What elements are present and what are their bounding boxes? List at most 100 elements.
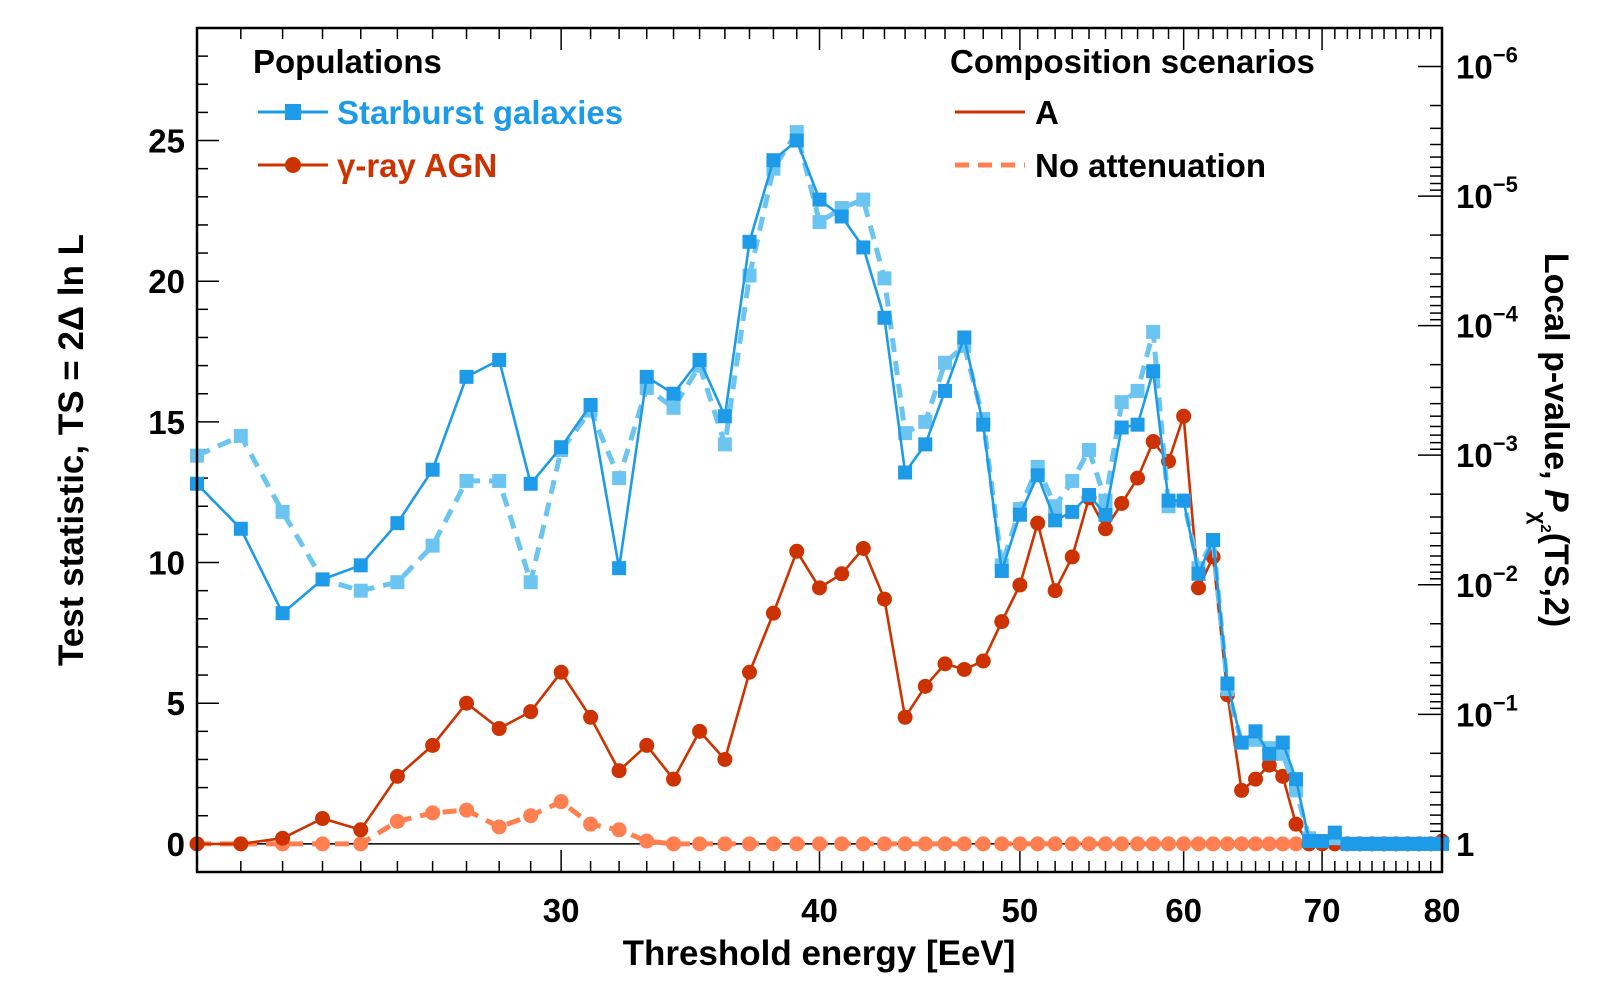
data-point	[611, 822, 627, 838]
data-point	[1048, 513, 1063, 528]
data-point	[523, 476, 538, 491]
data-point	[353, 583, 368, 598]
data-point	[1327, 825, 1342, 840]
data-point	[233, 836, 249, 852]
series-layer	[189, 125, 1450, 852]
legend-agn-marker	[285, 157, 301, 173]
data-point	[741, 836, 757, 852]
data-point	[1400, 836, 1415, 851]
data-point	[1176, 836, 1192, 852]
p-tick-label: 1	[1456, 826, 1474, 863]
data-point	[1114, 395, 1129, 410]
p-tick-label: 10−6	[1456, 43, 1518, 86]
data-point	[1064, 549, 1080, 565]
data-point	[1065, 473, 1080, 488]
data-point	[898, 465, 913, 480]
data-point	[741, 664, 757, 680]
data-point	[1248, 771, 1264, 787]
data-point	[1098, 493, 1113, 508]
data-point	[975, 836, 991, 852]
data-point	[897, 709, 913, 725]
data-point	[639, 833, 655, 849]
data-point	[1114, 420, 1129, 435]
data-point	[275, 606, 290, 621]
data-point	[1275, 768, 1291, 784]
data-point	[1098, 507, 1113, 522]
data-point	[583, 709, 599, 725]
x-tick-label: 70	[1304, 892, 1341, 929]
legend-scenarios: Composition scenarios A No attenuation	[950, 43, 1315, 184]
y-tick-label: 20	[148, 263, 185, 300]
data-point	[1302, 834, 1317, 849]
legend-starburst-marker	[285, 104, 301, 120]
data-point	[765, 605, 781, 621]
data-point	[275, 830, 291, 846]
data-point	[1261, 757, 1277, 773]
data-point	[523, 808, 539, 824]
data-point	[1114, 495, 1130, 511]
data-point	[553, 794, 569, 810]
data-point	[233, 428, 248, 443]
legend-agn-label: γ-ray AGN	[337, 147, 497, 184]
data-point	[717, 437, 732, 452]
data-point	[812, 215, 827, 230]
data-point	[976, 417, 991, 432]
data-point	[1146, 364, 1161, 379]
data-point	[938, 355, 953, 370]
data-point	[789, 133, 804, 148]
x-tick-label: 50	[1002, 892, 1039, 929]
data-point	[491, 721, 507, 737]
data-point	[353, 836, 369, 852]
data-point	[1220, 676, 1235, 691]
y-tick-label: 10	[148, 545, 185, 582]
data-point	[459, 695, 475, 711]
data-point	[742, 234, 757, 249]
data-point	[717, 409, 732, 424]
data-point	[1261, 836, 1277, 852]
data-point	[315, 836, 331, 852]
data-point	[1412, 836, 1427, 851]
data-point	[994, 614, 1010, 630]
data-point	[1012, 507, 1027, 522]
data-point	[789, 543, 805, 559]
data-point	[1146, 324, 1161, 339]
data-point	[789, 836, 805, 852]
data-point	[1388, 836, 1403, 851]
data-point	[353, 822, 369, 838]
data-point	[666, 400, 681, 415]
legend-populations-title: Populations	[253, 43, 442, 80]
tick-layer	[196, 28, 1443, 872]
data-point	[1288, 836, 1304, 852]
p-tick-label: 10−1	[1456, 690, 1518, 733]
x-tick-label: 40	[801, 892, 838, 929]
data-point	[666, 836, 682, 852]
data-point	[856, 240, 871, 255]
data-point	[1377, 836, 1392, 851]
data-point	[765, 836, 781, 852]
data-point	[1190, 836, 1206, 852]
legend-scenarios-title: Composition scenarios	[950, 43, 1315, 80]
data-point	[1012, 836, 1028, 852]
data-point	[1081, 836, 1097, 852]
data-point	[855, 540, 871, 556]
data-point	[315, 572, 330, 587]
y2-axis-label: Local p-value, Pχ2(TS,2)	[1526, 253, 1575, 627]
data-point	[583, 397, 598, 412]
data-point	[459, 369, 474, 384]
data-point	[917, 678, 933, 694]
data-point	[523, 575, 538, 590]
data-point	[1065, 504, 1080, 519]
data-point	[1176, 493, 1191, 508]
data-point	[554, 440, 569, 455]
data-point	[353, 558, 368, 573]
data-point	[390, 516, 405, 531]
data-point	[692, 352, 707, 367]
p-tick-label: 10−5	[1456, 172, 1518, 215]
data-point	[1145, 434, 1161, 450]
data-point	[877, 271, 892, 286]
data-point	[692, 836, 708, 852]
data-point	[1130, 836, 1146, 852]
data-point	[918, 414, 933, 429]
data-point	[639, 369, 654, 384]
data-point	[1315, 834, 1330, 849]
